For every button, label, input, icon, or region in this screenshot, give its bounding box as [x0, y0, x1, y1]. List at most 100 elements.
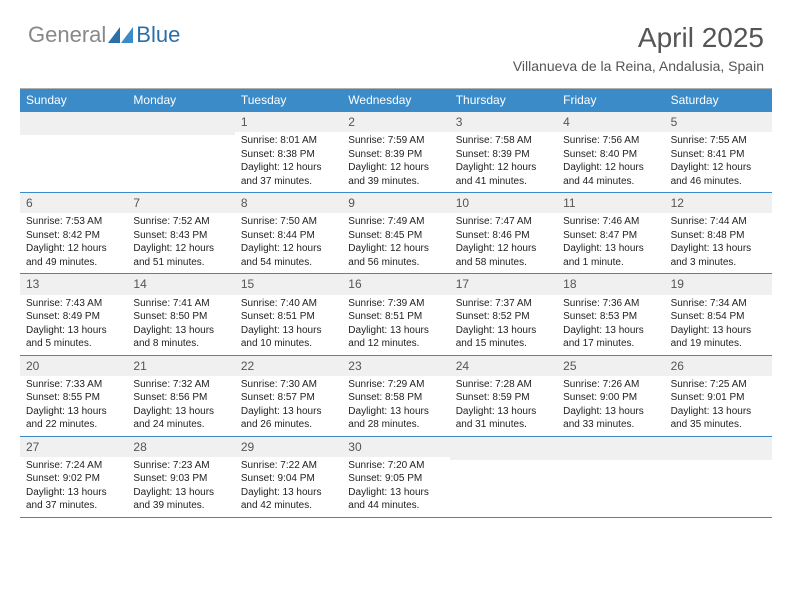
calendar-cell: 11Sunrise: 7:46 AMSunset: 8:47 PMDayligh…	[557, 193, 664, 273]
day-details: Sunrise: 7:56 AMSunset: 8:40 PMDaylight:…	[557, 132, 664, 192]
sunset-line: Sunset: 8:47 PM	[563, 229, 658, 243]
day-number: 19	[665, 274, 772, 294]
calendar-cell: 14Sunrise: 7:41 AMSunset: 8:50 PMDayligh…	[127, 274, 234, 354]
day-details: Sunrise: 7:50 AMSunset: 8:44 PMDaylight:…	[235, 213, 342, 273]
sunrise-line: Sunrise: 7:49 AM	[348, 215, 443, 229]
sunrise-line: Sunrise: 7:58 AM	[456, 134, 551, 148]
sunset-line: Sunset: 8:50 PM	[133, 310, 228, 324]
calendar-cell: 21Sunrise: 7:32 AMSunset: 8:56 PMDayligh…	[127, 356, 234, 436]
sunrise-line: Sunrise: 7:44 AM	[671, 215, 766, 229]
weekday-header-row: Sunday Monday Tuesday Wednesday Thursday…	[20, 89, 772, 112]
calendar-week: 27Sunrise: 7:24 AMSunset: 9:02 PMDayligh…	[20, 437, 772, 518]
location-subtitle: Villanueva de la Reina, Andalusia, Spain	[513, 58, 764, 74]
sunrise-line: Sunrise: 7:26 AM	[563, 378, 658, 392]
day-details: Sunrise: 7:23 AMSunset: 9:03 PMDaylight:…	[127, 457, 234, 517]
calendar-cell: 15Sunrise: 7:40 AMSunset: 8:51 PMDayligh…	[235, 274, 342, 354]
daylight-line: Daylight: 12 hours and 49 minutes.	[26, 242, 121, 269]
daylight-line: Daylight: 13 hours and 22 minutes.	[26, 405, 121, 432]
calendar-cell: 28Sunrise: 7:23 AMSunset: 9:03 PMDayligh…	[127, 437, 234, 517]
logo: General Blue	[28, 22, 180, 48]
sunrise-line: Sunrise: 7:30 AM	[241, 378, 336, 392]
sunset-line: Sunset: 8:51 PM	[241, 310, 336, 324]
calendar-cell: 25Sunrise: 7:26 AMSunset: 9:00 PMDayligh…	[557, 356, 664, 436]
day-number: 7	[127, 193, 234, 213]
daylight-line: Daylight: 13 hours and 28 minutes.	[348, 405, 443, 432]
daylight-line: Daylight: 13 hours and 37 minutes.	[26, 486, 121, 513]
calendar-cell: 5Sunrise: 7:55 AMSunset: 8:41 PMDaylight…	[665, 112, 772, 192]
calendar-cell: 4Sunrise: 7:56 AMSunset: 8:40 PMDaylight…	[557, 112, 664, 192]
daylight-line: Daylight: 12 hours and 41 minutes.	[456, 161, 551, 188]
day-number	[450, 437, 557, 460]
day-details: Sunrise: 7:24 AMSunset: 9:02 PMDaylight:…	[20, 457, 127, 517]
sunset-line: Sunset: 8:39 PM	[348, 148, 443, 162]
daylight-line: Daylight: 13 hours and 24 minutes.	[133, 405, 228, 432]
day-details: Sunrise: 7:30 AMSunset: 8:57 PMDaylight:…	[235, 376, 342, 436]
daylight-line: Daylight: 13 hours and 17 minutes.	[563, 324, 658, 351]
calendar-cell: 20Sunrise: 7:33 AMSunset: 8:55 PMDayligh…	[20, 356, 127, 436]
logo-triangle-icon	[108, 25, 134, 45]
day-details: Sunrise: 7:25 AMSunset: 9:01 PMDaylight:…	[665, 376, 772, 436]
day-details: Sunrise: 7:36 AMSunset: 8:53 PMDaylight:…	[557, 295, 664, 355]
day-details: Sunrise: 7:44 AMSunset: 8:48 PMDaylight:…	[665, 213, 772, 273]
sunset-line: Sunset: 8:54 PM	[671, 310, 766, 324]
day-number	[20, 112, 127, 135]
day-details: Sunrise: 7:28 AMSunset: 8:59 PMDaylight:…	[450, 376, 557, 436]
day-number: 28	[127, 437, 234, 457]
day-details: Sunrise: 7:34 AMSunset: 8:54 PMDaylight:…	[665, 295, 772, 355]
sunrise-line: Sunrise: 7:24 AM	[26, 459, 121, 473]
day-number: 26	[665, 356, 772, 376]
daylight-line: Daylight: 13 hours and 10 minutes.	[241, 324, 336, 351]
day-details: Sunrise: 7:37 AMSunset: 8:52 PMDaylight:…	[450, 295, 557, 355]
day-number: 17	[450, 274, 557, 294]
sunrise-line: Sunrise: 7:20 AM	[348, 459, 443, 473]
day-number: 25	[557, 356, 664, 376]
calendar-cell: 2Sunrise: 7:59 AMSunset: 8:39 PMDaylight…	[342, 112, 449, 192]
calendar-week: 13Sunrise: 7:43 AMSunset: 8:49 PMDayligh…	[20, 274, 772, 355]
sunset-line: Sunset: 8:55 PM	[26, 391, 121, 405]
daylight-line: Daylight: 13 hours and 42 minutes.	[241, 486, 336, 513]
sunset-line: Sunset: 8:58 PM	[348, 391, 443, 405]
day-details: Sunrise: 7:32 AMSunset: 8:56 PMDaylight:…	[127, 376, 234, 436]
day-number: 22	[235, 356, 342, 376]
calendar-week: 20Sunrise: 7:33 AMSunset: 8:55 PMDayligh…	[20, 356, 772, 437]
day-number: 5	[665, 112, 772, 132]
day-details: Sunrise: 7:39 AMSunset: 8:51 PMDaylight:…	[342, 295, 449, 355]
day-number: 12	[665, 193, 772, 213]
day-number: 4	[557, 112, 664, 132]
day-number: 16	[342, 274, 449, 294]
sunset-line: Sunset: 8:45 PM	[348, 229, 443, 243]
day-number: 9	[342, 193, 449, 213]
day-number: 23	[342, 356, 449, 376]
day-number: 24	[450, 356, 557, 376]
sunset-line: Sunset: 9:04 PM	[241, 472, 336, 486]
day-number: 6	[20, 193, 127, 213]
day-number	[557, 437, 664, 460]
calendar-cell: 6Sunrise: 7:53 AMSunset: 8:42 PMDaylight…	[20, 193, 127, 273]
daylight-line: Daylight: 13 hours and 15 minutes.	[456, 324, 551, 351]
sunrise-line: Sunrise: 7:34 AM	[671, 297, 766, 311]
calendar-cell: 23Sunrise: 7:29 AMSunset: 8:58 PMDayligh…	[342, 356, 449, 436]
day-number	[665, 437, 772, 460]
day-number: 3	[450, 112, 557, 132]
calendar-cell: 13Sunrise: 7:43 AMSunset: 8:49 PMDayligh…	[20, 274, 127, 354]
calendar-cell: 17Sunrise: 7:37 AMSunset: 8:52 PMDayligh…	[450, 274, 557, 354]
daylight-line: Daylight: 12 hours and 51 minutes.	[133, 242, 228, 269]
calendar-cell: 1Sunrise: 8:01 AMSunset: 8:38 PMDaylight…	[235, 112, 342, 192]
weekday-header: Monday	[127, 89, 234, 112]
day-details: Sunrise: 7:58 AMSunset: 8:39 PMDaylight:…	[450, 132, 557, 192]
weekday-header: Saturday	[665, 89, 772, 112]
sunset-line: Sunset: 8:56 PM	[133, 391, 228, 405]
sunrise-line: Sunrise: 7:55 AM	[671, 134, 766, 148]
daylight-line: Daylight: 13 hours and 3 minutes.	[671, 242, 766, 269]
calendar-cell: 9Sunrise: 7:49 AMSunset: 8:45 PMDaylight…	[342, 193, 449, 273]
calendar-cell	[20, 112, 127, 192]
calendar-cell: 22Sunrise: 7:30 AMSunset: 8:57 PMDayligh…	[235, 356, 342, 436]
calendar-cell: 18Sunrise: 7:36 AMSunset: 8:53 PMDayligh…	[557, 274, 664, 354]
weekday-header: Wednesday	[342, 89, 449, 112]
daylight-line: Daylight: 12 hours and 37 minutes.	[241, 161, 336, 188]
day-number: 13	[20, 274, 127, 294]
sunset-line: Sunset: 8:38 PM	[241, 148, 336, 162]
day-number: 1	[235, 112, 342, 132]
calendar-cell: 12Sunrise: 7:44 AMSunset: 8:48 PMDayligh…	[665, 193, 772, 273]
calendar-cell: 27Sunrise: 7:24 AMSunset: 9:02 PMDayligh…	[20, 437, 127, 517]
